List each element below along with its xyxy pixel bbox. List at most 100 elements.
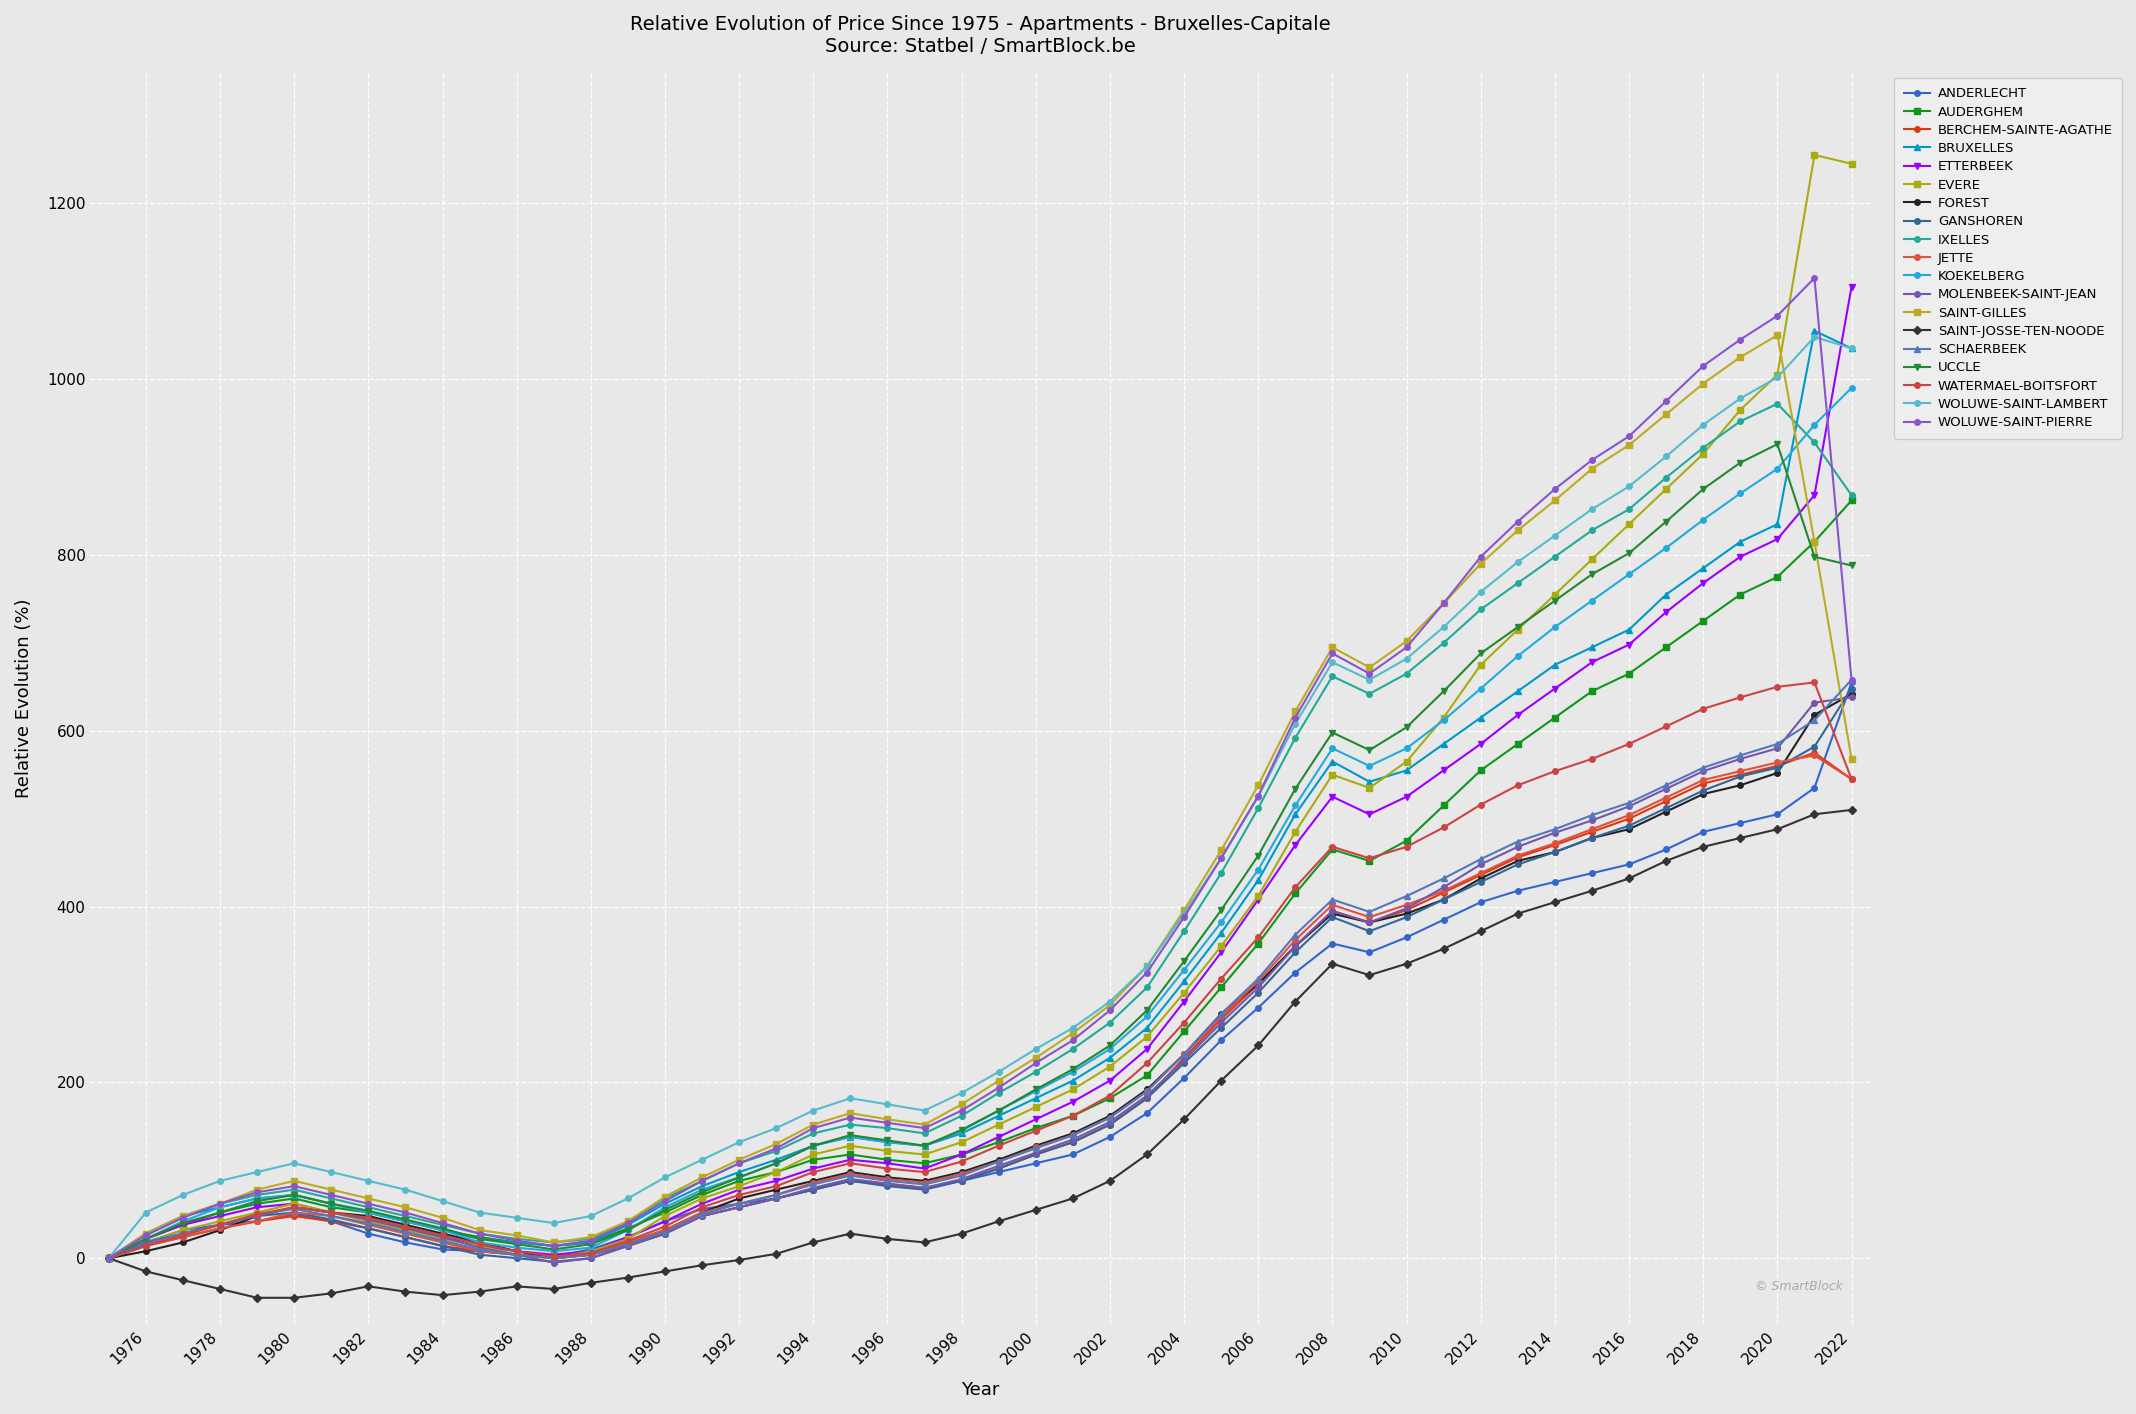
ANDERLECHT	[1171, 1069, 1196, 1086]
EVERE	[1023, 1099, 1049, 1116]
BERCHEM-SAINTE-AGATHE	[504, 1246, 530, 1263]
IXELLES	[318, 1191, 344, 1208]
ETTERBEEK	[1839, 279, 1865, 296]
WATERMAEL-BOITSFORT	[540, 1249, 566, 1266]
FOREST	[207, 1222, 233, 1239]
KOEKELBERG	[1431, 711, 1457, 728]
WATERMAEL-BOITSFORT	[651, 1217, 677, 1234]
EVERE	[429, 1230, 455, 1247]
WOLUWE-SAINT-PIERRE	[987, 1079, 1012, 1096]
BRUXELLES	[726, 1164, 752, 1181]
KOEKELBERG	[393, 1213, 419, 1230]
SCHAERBEEK	[318, 1208, 344, 1225]
WOLUWE-SAINT-LAMBERT	[1395, 650, 1420, 667]
SAINT-GILLES	[1653, 406, 1679, 423]
JETTE	[1245, 973, 1271, 990]
ANDERLECHT	[429, 1241, 455, 1258]
JETTE	[1617, 806, 1643, 823]
GANSHOREN	[282, 1205, 308, 1222]
IXELLES	[1023, 1063, 1049, 1080]
KOEKELBERG	[1245, 861, 1271, 878]
ANDERLECHT	[1098, 1128, 1124, 1145]
KOEKELBERG	[540, 1243, 566, 1260]
BERCHEM-SAINTE-AGATHE	[987, 1159, 1012, 1176]
WATERMAEL-BOITSFORT	[1506, 776, 1532, 793]
SCHAERBEEK	[690, 1206, 716, 1223]
WOLUWE-SAINT-PIERRE	[651, 1192, 677, 1209]
ETTERBEEK	[1059, 1093, 1085, 1110]
WOLUWE-SAINT-LAMBERT	[355, 1172, 380, 1189]
UCCLE	[801, 1137, 827, 1154]
BRUXELLES	[763, 1151, 788, 1168]
FOREST	[1023, 1137, 1049, 1154]
JETTE	[171, 1229, 197, 1246]
AUDERGHEM	[355, 1205, 380, 1222]
AUDERGHEM	[1467, 762, 1493, 779]
ETTERBEEK	[1506, 707, 1532, 724]
BERCHEM-SAINTE-AGATHE	[874, 1176, 899, 1193]
WOLUWE-SAINT-LAMBERT	[690, 1151, 716, 1168]
UCCLE	[244, 1192, 269, 1209]
BERCHEM-SAINTE-AGATHE	[1059, 1134, 1085, 1151]
SCHAERBEEK	[1653, 776, 1679, 793]
WATERMAEL-BOITSFORT	[132, 1237, 158, 1254]
ETTERBEEK	[504, 1243, 530, 1260]
AUDERGHEM	[1320, 841, 1346, 858]
EVERE	[1059, 1080, 1085, 1097]
FOREST	[1282, 937, 1307, 954]
GANSHOREN	[874, 1178, 899, 1195]
WATERMAEL-BOITSFORT	[726, 1186, 752, 1203]
BRUXELLES	[393, 1213, 419, 1230]
KOEKELBERG	[615, 1222, 641, 1239]
ETTERBEEK	[244, 1199, 269, 1216]
WATERMAEL-BOITSFORT	[207, 1216, 233, 1233]
WOLUWE-SAINT-PIERRE	[1059, 1032, 1085, 1049]
EVERE	[1431, 708, 1457, 725]
AUDERGHEM	[874, 1151, 899, 1168]
SCHAERBEEK	[207, 1216, 233, 1233]
ETTERBEEK	[1356, 806, 1382, 823]
JETTE	[1395, 896, 1420, 913]
SAINT-JOSSE-TEN-NOODE	[1395, 956, 1420, 973]
SAINT-JOSSE-TEN-NOODE	[615, 1270, 641, 1287]
WOLUWE-SAINT-PIERRE	[1023, 1055, 1049, 1072]
UCCLE	[504, 1236, 530, 1253]
WATERMAEL-BOITSFORT	[837, 1155, 863, 1172]
GANSHOREN	[763, 1191, 788, 1208]
BRUXELLES	[171, 1208, 197, 1225]
WATERMAEL-BOITSFORT	[1579, 751, 1604, 768]
SAINT-GILLES	[540, 1234, 566, 1251]
WOLUWE-SAINT-PIERRE	[763, 1140, 788, 1157]
BERCHEM-SAINTE-AGATHE	[1134, 1090, 1160, 1107]
GANSHOREN	[1653, 800, 1679, 817]
FOREST	[171, 1234, 197, 1251]
BRUXELLES	[1098, 1049, 1124, 1066]
WOLUWE-SAINT-LAMBERT	[1059, 1019, 1085, 1036]
SCHAERBEEK	[912, 1176, 938, 1193]
ETTERBEEK	[1728, 549, 1754, 566]
ETTERBEEK	[726, 1181, 752, 1198]
ANDERLECHT	[912, 1179, 938, 1196]
SAINT-GILLES	[837, 1104, 863, 1121]
ANDERLECHT	[1395, 929, 1420, 946]
BERCHEM-SAINTE-AGATHE	[763, 1191, 788, 1208]
EVERE	[1617, 516, 1643, 533]
FOREST	[912, 1172, 938, 1189]
JETTE	[282, 1205, 308, 1222]
WOLUWE-SAINT-PIERRE	[1839, 672, 1865, 689]
SAINT-JOSSE-TEN-NOODE	[651, 1263, 677, 1280]
GANSHOREN	[171, 1225, 197, 1241]
EVERE	[244, 1205, 269, 1222]
WOLUWE-SAINT-PIERRE	[1653, 393, 1679, 410]
IXELLES	[282, 1181, 308, 1198]
SAINT-GILLES	[1356, 659, 1382, 676]
WOLUWE-SAINT-LAMBERT	[504, 1209, 530, 1226]
Line: BERCHEM-SAINTE-AGATHE: BERCHEM-SAINTE-AGATHE	[107, 749, 1854, 1261]
KOEKELBERG	[763, 1155, 788, 1172]
GANSHOREN	[504, 1250, 530, 1267]
SAINT-JOSSE-TEN-NOODE	[1653, 853, 1679, 870]
EVERE	[763, 1164, 788, 1181]
BERCHEM-SAINTE-AGATHE	[1209, 1011, 1235, 1028]
AUDERGHEM	[207, 1205, 233, 1222]
JETTE	[874, 1171, 899, 1188]
